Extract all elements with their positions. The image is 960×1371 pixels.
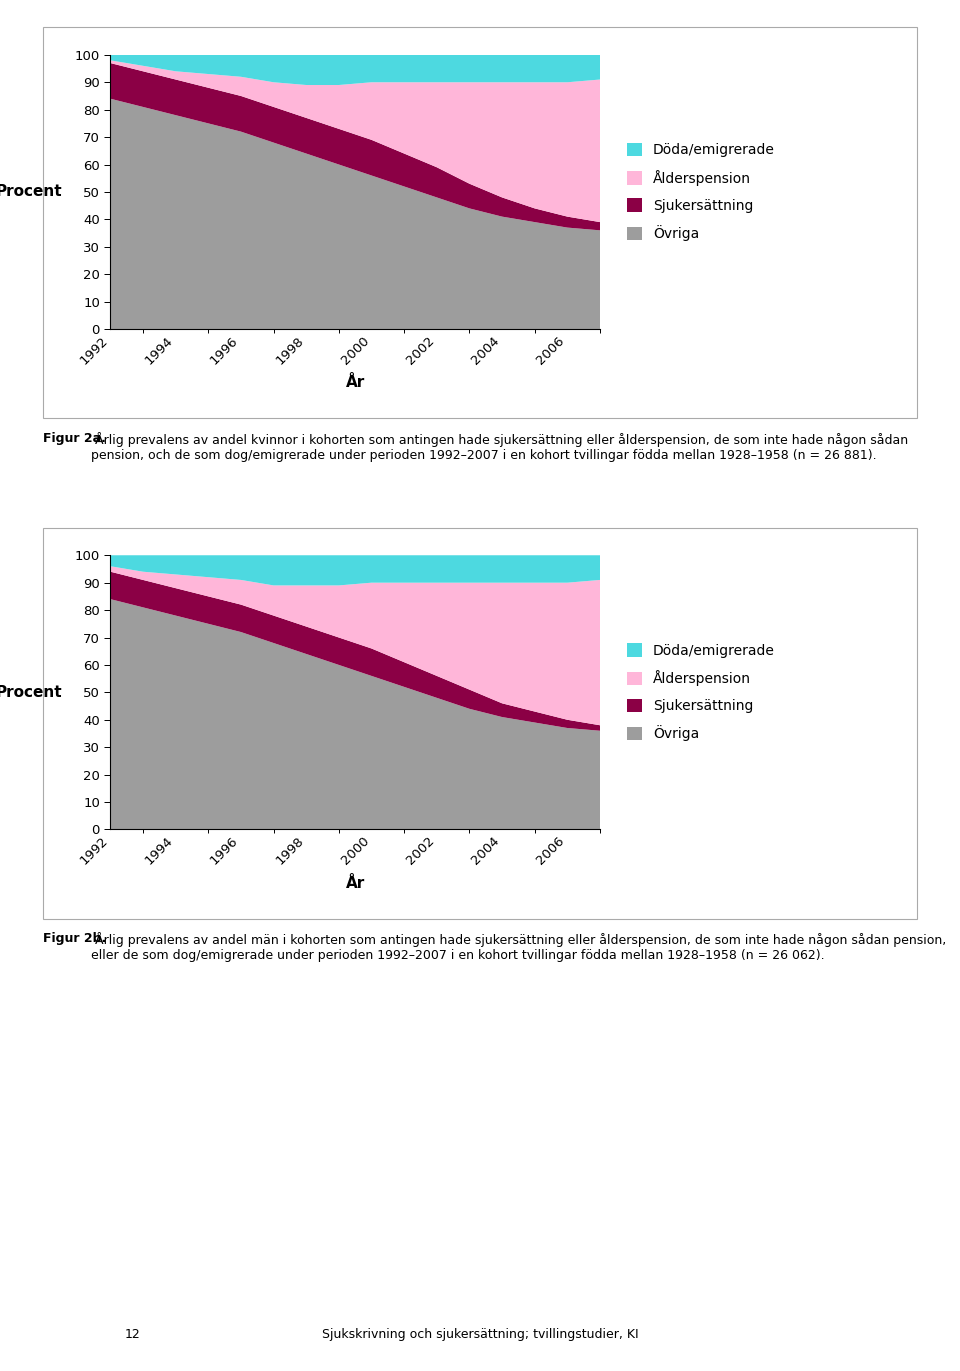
Text: Figur 2b.: Figur 2b. — [43, 932, 107, 945]
Text: Procent: Procent — [0, 185, 62, 199]
Text: Figur 2a.: Figur 2a. — [43, 432, 106, 444]
Text: 12: 12 — [125, 1328, 140, 1341]
Text: Årlig prevalens av andel män i kohorten som antingen hade sjukersättning eller å: Årlig prevalens av andel män i kohorten … — [91, 932, 947, 962]
Text: Sjukskrivning och sjukersättning; tvillingstudier, KI: Sjukskrivning och sjukersättning; tvilli… — [322, 1328, 638, 1341]
X-axis label: År: År — [346, 376, 365, 391]
X-axis label: År: År — [346, 876, 365, 891]
Legend: Döda/emigrerade, Ålderspension, Sjukersättning, Övriga: Döda/emigrerade, Ålderspension, Sjukersä… — [627, 143, 775, 241]
Text: Procent: Procent — [0, 686, 62, 699]
Legend: Döda/emigrerade, Ålderspension, Sjukersättning, Övriga: Döda/emigrerade, Ålderspension, Sjukersä… — [627, 643, 775, 742]
Text: Årlig prevalens av andel kvinnor i kohorten som antingen hade sjukersättning ell: Årlig prevalens av andel kvinnor i kohor… — [91, 432, 908, 462]
